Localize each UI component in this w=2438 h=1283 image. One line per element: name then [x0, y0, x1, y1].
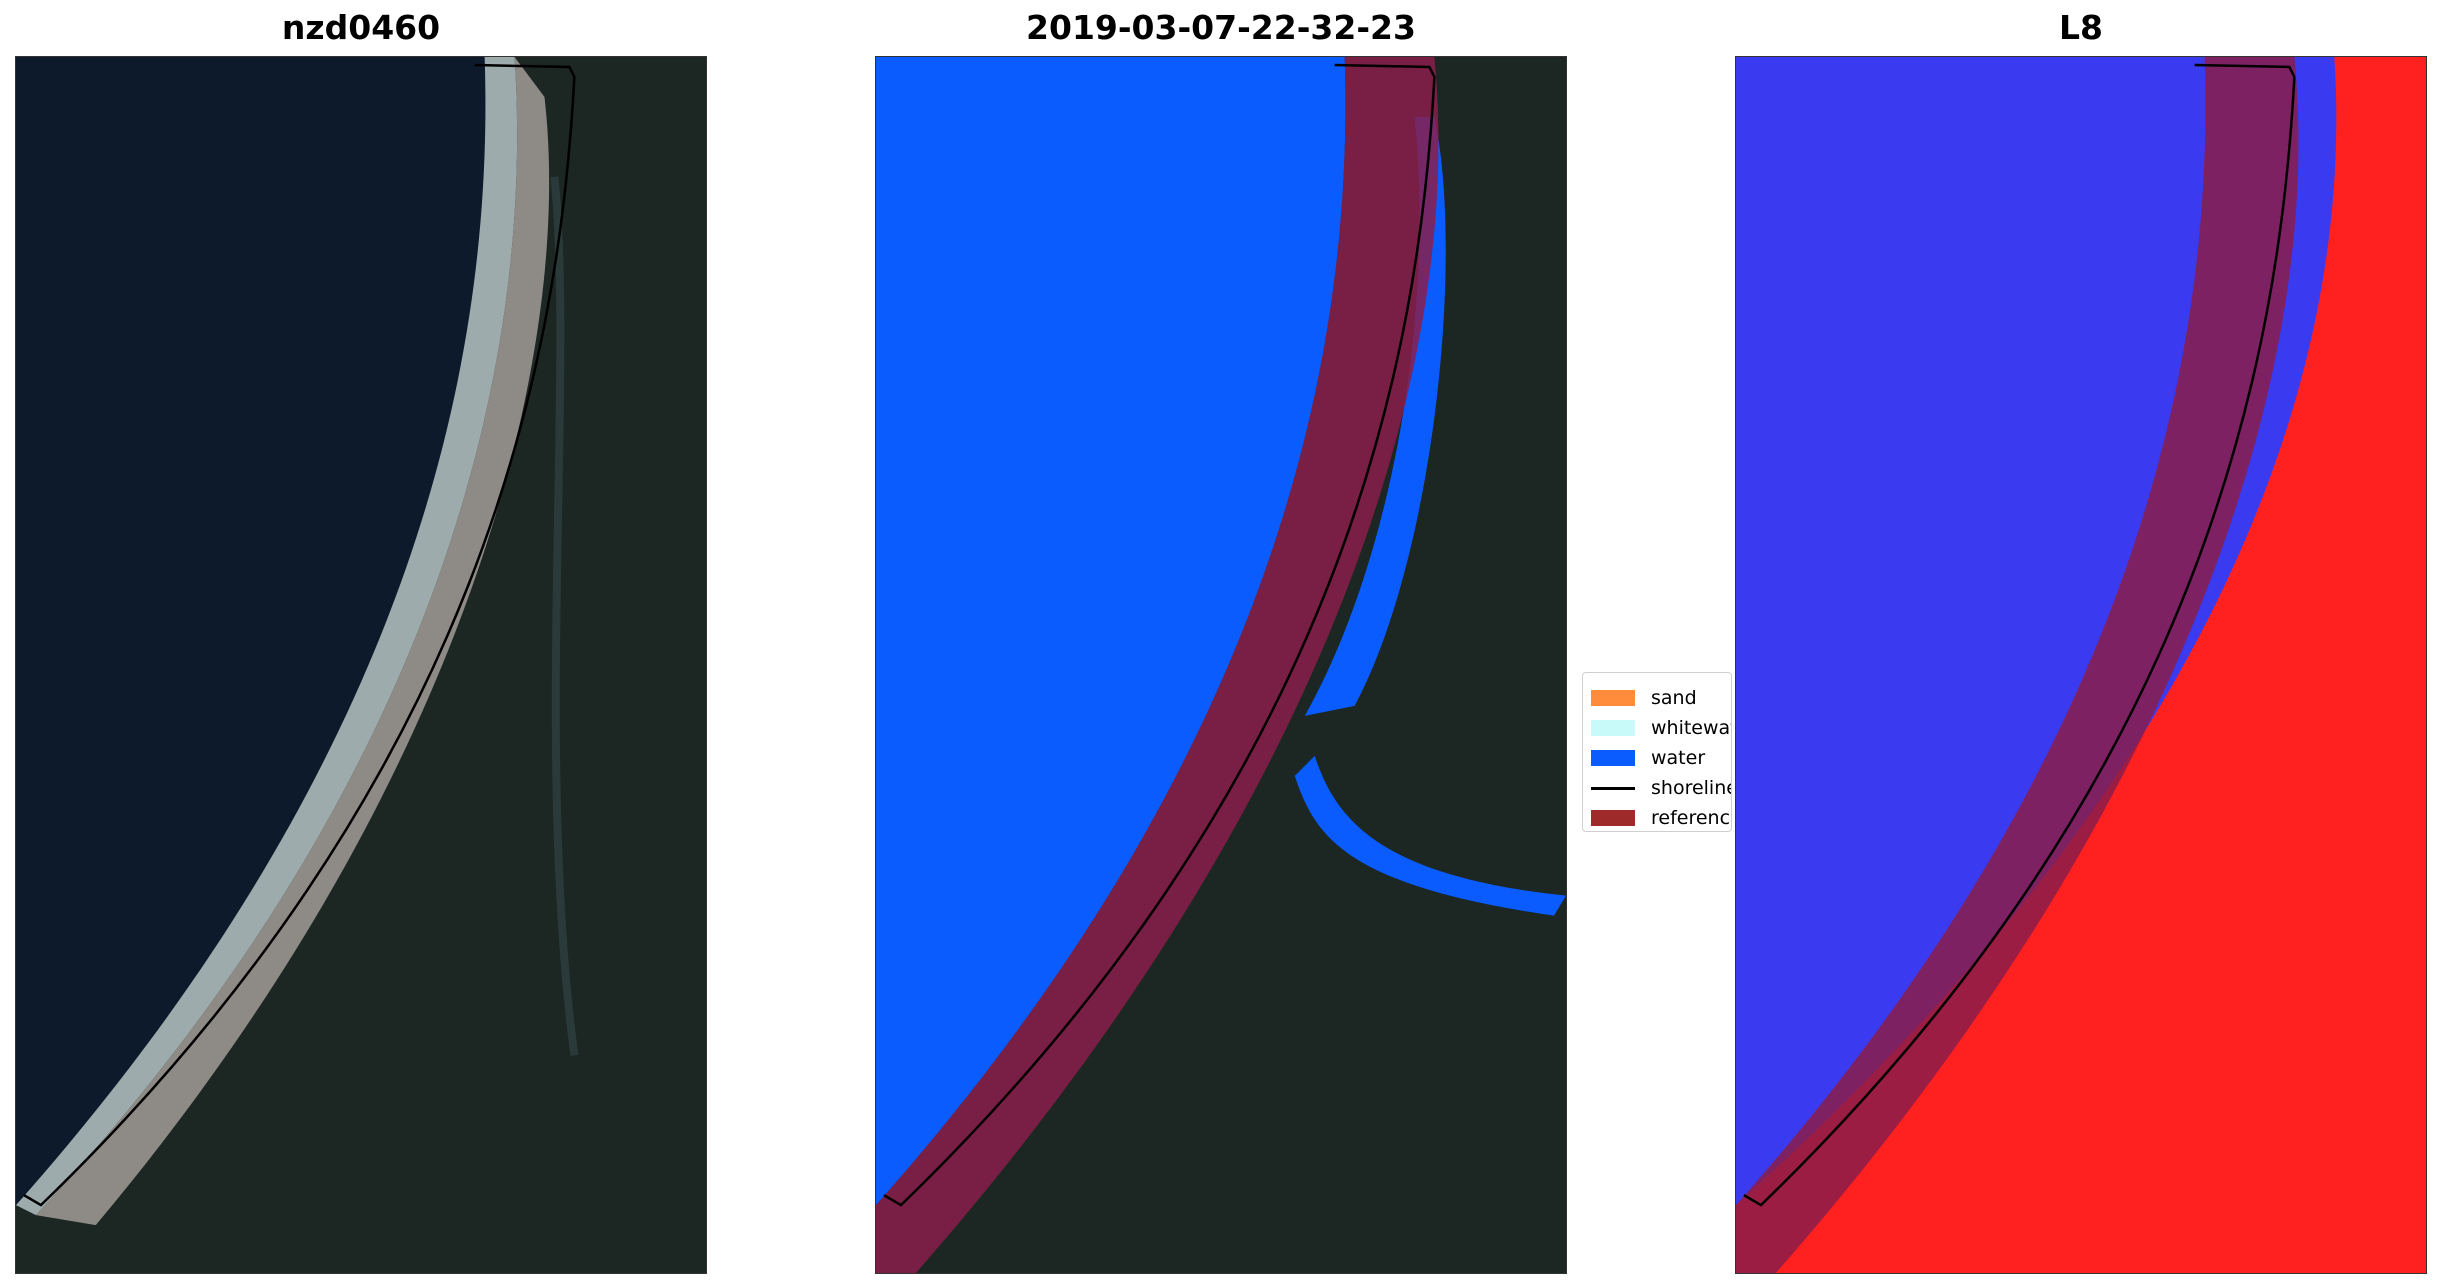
- legend-item-whitewater: whitewater: [1591, 713, 1731, 743]
- legend-label: whitewater: [1651, 717, 1731, 739]
- panel-title-rgb: nzd0460: [281, 8, 441, 47]
- legend-label: shoreline: [1651, 777, 1732, 799]
- legend-label: reference shoreline buffer: [1651, 807, 1731, 829]
- detected-shoreline: [1743, 63, 2296, 1207]
- reference-shoreline-buffer: [1736, 57, 2299, 1273]
- panel-title-classified: 2019-03-07-22-32-23: [1026, 8, 1416, 47]
- panel-title-index: L8: [2059, 8, 2103, 47]
- lagoon-water-class: [1294, 755, 1566, 916]
- water-swatch: [1591, 750, 1635, 766]
- sand-swatch: [1591, 690, 1635, 706]
- detected-shoreline: [883, 63, 1436, 1207]
- legend: sand whitewater water shoreline referenc…: [1582, 672, 1732, 832]
- classification-panel: [875, 56, 1567, 1274]
- legend-item-shoreline: shoreline: [1591, 773, 1731, 803]
- legend-item-water: water: [1591, 743, 1731, 773]
- beach-sand: [35, 57, 550, 1226]
- legend-item-reference: reference shoreline buffer: [1591, 803, 1731, 831]
- detected-shoreline: [23, 63, 576, 1207]
- legend-label: sand: [1651, 687, 1697, 709]
- rgb-image-panel: [15, 56, 707, 1274]
- reference-swatch: [1591, 810, 1635, 826]
- water-class-area: [876, 57, 1346, 1206]
- ocean-area: [16, 57, 486, 1206]
- reference-shoreline-buffer: [876, 57, 1439, 1273]
- classified-image: [876, 57, 1566, 1273]
- index-image: [1736, 57, 2426, 1273]
- shoreline-swatch: [1591, 786, 1635, 790]
- river-channel: [550, 176, 579, 1056]
- index-panel: [1735, 56, 2427, 1274]
- legend-item-sand: sand: [1591, 683, 1731, 713]
- legend-label: water: [1651, 747, 1706, 769]
- whitewater-swatch: [1591, 720, 1635, 736]
- rgb-image: [16, 57, 706, 1273]
